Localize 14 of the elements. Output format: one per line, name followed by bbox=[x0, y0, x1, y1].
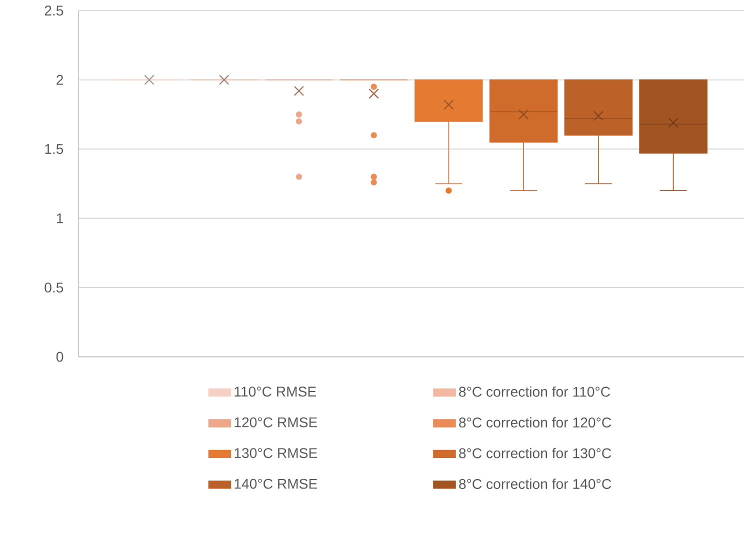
legend-label: 110°C RMSE bbox=[234, 386, 316, 396]
legend-label: 140°C RMSE bbox=[234, 478, 318, 489]
legend-label: 8°C correction for 140°C bbox=[459, 478, 612, 489]
y-tick-label: 1 bbox=[56, 213, 64, 223]
legend-label: 130°C RMSE bbox=[234, 448, 318, 458]
y-tick-label: 2 bbox=[56, 74, 64, 85]
legend-label: 120°C RMSE bbox=[234, 417, 318, 428]
y-tick-label: 0 bbox=[56, 352, 64, 362]
y-tick-label: 2.5 bbox=[44, 5, 64, 16]
legend-label: 8°C correction for 120°C bbox=[459, 416, 612, 428]
legend-label: 8°C correction for 110°C bbox=[459, 386, 610, 397]
y-tick-label: 0.5 bbox=[44, 282, 64, 292]
y-tick-label: 1.5 bbox=[45, 144, 64, 154]
legend-label: 8°C correction for 130°C bbox=[459, 448, 612, 458]
